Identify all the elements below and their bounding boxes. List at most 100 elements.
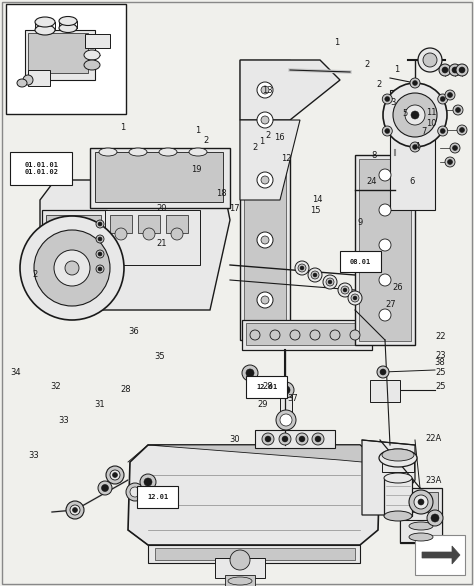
Ellipse shape bbox=[35, 25, 55, 35]
Bar bbox=[155, 548, 355, 560]
Text: 12.01: 12.01 bbox=[256, 384, 277, 390]
Text: 27: 27 bbox=[386, 300, 396, 309]
Bar bbox=[10, 152, 72, 185]
Bar bbox=[166, 215, 188, 233]
Text: 1: 1 bbox=[334, 38, 339, 47]
Circle shape bbox=[144, 478, 152, 486]
Circle shape bbox=[126, 483, 144, 501]
Circle shape bbox=[383, 126, 392, 136]
Circle shape bbox=[431, 514, 439, 522]
Text: 20: 20 bbox=[156, 203, 166, 213]
Circle shape bbox=[456, 64, 468, 76]
Circle shape bbox=[350, 330, 360, 340]
Text: 37: 37 bbox=[288, 394, 298, 403]
Text: 2: 2 bbox=[365, 60, 370, 69]
Circle shape bbox=[439, 64, 451, 76]
Circle shape bbox=[96, 220, 104, 228]
Circle shape bbox=[351, 294, 359, 302]
Circle shape bbox=[98, 237, 102, 241]
Ellipse shape bbox=[59, 16, 77, 26]
Circle shape bbox=[282, 436, 288, 442]
Ellipse shape bbox=[409, 533, 433, 541]
Circle shape bbox=[379, 239, 391, 251]
Text: 12.01: 12.01 bbox=[147, 494, 168, 500]
Circle shape bbox=[412, 80, 418, 86]
Circle shape bbox=[308, 268, 322, 282]
Text: 9: 9 bbox=[357, 218, 363, 227]
Text: 30: 30 bbox=[229, 435, 240, 444]
Bar bbox=[255, 430, 335, 448]
Circle shape bbox=[379, 169, 391, 181]
Circle shape bbox=[261, 236, 269, 244]
Ellipse shape bbox=[129, 148, 147, 156]
Bar bbox=[42, 210, 107, 290]
Circle shape bbox=[265, 436, 271, 442]
Ellipse shape bbox=[409, 522, 433, 530]
Text: 08.01: 08.01 bbox=[350, 258, 371, 265]
Circle shape bbox=[418, 48, 442, 72]
Bar bbox=[382, 460, 414, 472]
Circle shape bbox=[106, 466, 124, 484]
Circle shape bbox=[440, 97, 445, 101]
Text: 26: 26 bbox=[393, 282, 403, 292]
Text: 32: 32 bbox=[51, 382, 61, 391]
Circle shape bbox=[412, 145, 418, 149]
Text: 7: 7 bbox=[421, 127, 427, 137]
Circle shape bbox=[230, 550, 250, 570]
Circle shape bbox=[323, 275, 337, 289]
Circle shape bbox=[459, 67, 465, 73]
Bar bbox=[240, 60, 290, 340]
Circle shape bbox=[449, 64, 461, 76]
Text: 19: 19 bbox=[191, 165, 202, 175]
Bar bbox=[46, 215, 101, 283]
Circle shape bbox=[98, 481, 112, 495]
Text: 1: 1 bbox=[259, 137, 265, 146]
Circle shape bbox=[262, 433, 274, 445]
Bar bbox=[246, 323, 368, 345]
Circle shape bbox=[442, 67, 448, 73]
Circle shape bbox=[112, 472, 118, 478]
Text: 16: 16 bbox=[274, 133, 285, 142]
Ellipse shape bbox=[159, 148, 177, 156]
Circle shape bbox=[278, 382, 294, 398]
Circle shape bbox=[130, 487, 140, 497]
Circle shape bbox=[280, 414, 292, 426]
Bar bbox=[415, 535, 465, 575]
Text: 34: 34 bbox=[10, 367, 20, 377]
Text: 22: 22 bbox=[436, 332, 446, 342]
Circle shape bbox=[453, 105, 463, 115]
Bar bbox=[28, 70, 50, 86]
Circle shape bbox=[440, 128, 445, 134]
Circle shape bbox=[338, 283, 352, 297]
Circle shape bbox=[98, 267, 102, 271]
Text: 10: 10 bbox=[426, 118, 437, 128]
Circle shape bbox=[276, 410, 296, 430]
Circle shape bbox=[279, 433, 291, 445]
Circle shape bbox=[379, 204, 391, 216]
Ellipse shape bbox=[35, 17, 55, 27]
Circle shape bbox=[385, 97, 390, 101]
Circle shape bbox=[453, 145, 457, 151]
Bar bbox=[85, 34, 110, 48]
Bar bbox=[246, 376, 287, 398]
Bar bbox=[105, 210, 200, 265]
Bar bbox=[340, 251, 381, 272]
Text: 25: 25 bbox=[436, 367, 446, 377]
Bar bbox=[355, 155, 415, 345]
Circle shape bbox=[295, 261, 309, 275]
Circle shape bbox=[380, 369, 386, 375]
Ellipse shape bbox=[17, 79, 27, 87]
Text: 35: 35 bbox=[155, 352, 165, 361]
Text: 1: 1 bbox=[393, 64, 399, 74]
Circle shape bbox=[270, 330, 280, 340]
Circle shape bbox=[250, 330, 260, 340]
Polygon shape bbox=[422, 546, 460, 564]
Circle shape bbox=[282, 386, 290, 394]
Text: 5: 5 bbox=[402, 108, 408, 118]
Ellipse shape bbox=[99, 148, 117, 156]
Circle shape bbox=[171, 228, 183, 240]
Circle shape bbox=[96, 265, 104, 273]
Circle shape bbox=[98, 252, 102, 256]
Text: 4: 4 bbox=[414, 142, 420, 151]
Text: 8: 8 bbox=[372, 151, 377, 160]
